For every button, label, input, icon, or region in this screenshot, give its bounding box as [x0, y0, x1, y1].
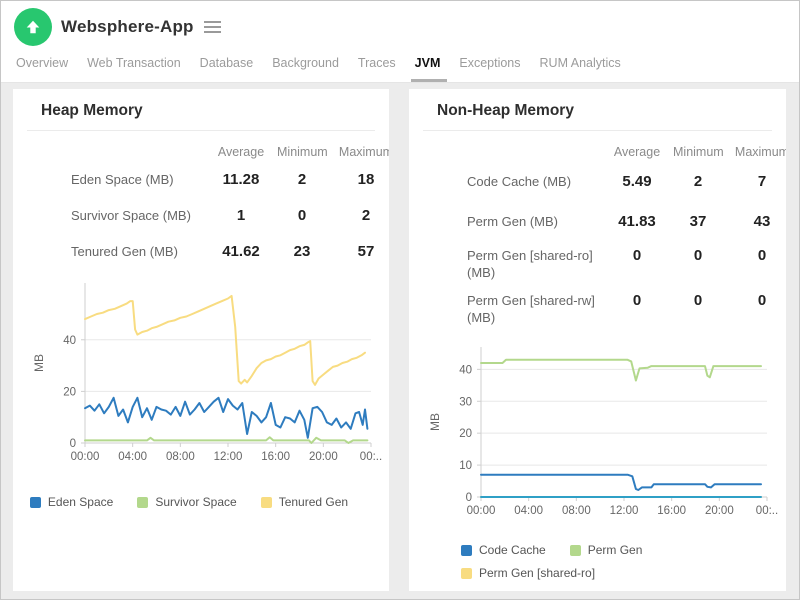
tab-rum-analytics[interactable]: RUM Analytics [539, 56, 621, 70]
nonheap-memory-chart: 0 10 20 30 40 00:00 04:00 08:00 12:00 16:00 20:00 0… [423, 335, 786, 527]
legend-label: Perm Gen [shared-ro] [479, 566, 596, 580]
col-minimum: Minimum [673, 145, 724, 159]
divider [27, 130, 375, 131]
legend-label: Tenured Gen [278, 495, 349, 509]
legend-swatch [137, 496, 149, 508]
legend-item[interactable]: Code Cache [461, 543, 546, 557]
nonheap-memory-table: Average Minimum Maximum Code Cache (MB) … [467, 141, 786, 331]
svg-text:MB: MB [428, 413, 442, 431]
legend-label: Perm Gen [shared-rw] [479, 589, 597, 591]
tab-background[interactable]: Background [272, 56, 339, 70]
table-row: Perm Gen (MB) 41.83 37 43 [467, 213, 771, 230]
panel-title: Heap Memory [41, 102, 143, 119]
svg-text:20: 20 [63, 386, 76, 398]
svg-text:MB: MB [32, 354, 46, 372]
panel-title: Non-Heap Memory [437, 102, 574, 119]
divider [423, 130, 772, 131]
col-maximum: Maximum [338, 145, 389, 159]
svg-text:00:00: 00:00 [71, 451, 100, 463]
svg-text:04:00: 04:00 [118, 451, 147, 463]
svg-text:00:..: 00:.. [756, 505, 778, 517]
tab-bar: Overview Web Transaction Database Backgr… [1, 45, 799, 83]
legend-item[interactable]: Survivor Space [137, 495, 237, 509]
legend-swatch [461, 567, 472, 579]
svg-text:20:00: 20:00 [309, 451, 338, 463]
legend-label: Perm Gen [587, 543, 643, 557]
tab-jvm[interactable]: JVM [410, 45, 448, 82]
svg-text:40: 40 [63, 335, 76, 347]
tab-database[interactable]: Database [199, 56, 254, 70]
legend-swatch [260, 496, 272, 508]
legend-label: Eden Space [47, 495, 114, 509]
page-header: Websphere-App Overview Web Transaction D… [1, 1, 799, 83]
table-row: Eden Space (MB) 11.28 2 18 [71, 171, 375, 188]
tab-exceptions[interactable]: Exceptions [459, 56, 521, 70]
table-row: Tenured Gen (MB) 41.62 23 57 [71, 243, 375, 260]
table-row: Perm Gen [shared-ro] (MB) 0 0 0 [467, 247, 767, 280]
nonheap-memory-panel: Non-Heap Memory Average Minimum Maximum … [409, 89, 786, 591]
svg-text:04:00: 04:00 [514, 505, 543, 517]
legend-swatch [461, 590, 472, 591]
svg-text:10: 10 [459, 460, 472, 472]
nonheap-chart-legend: Code Cache Perm Gen Perm Gen [shared-ro] Pe… [461, 543, 762, 591]
app-title: Websphere-App [61, 16, 194, 36]
svg-text:16:00: 16:00 [657, 505, 686, 517]
svg-text:20:00: 20:00 [705, 505, 734, 517]
heap-memory-table: Average Minimum Maximum Eden Space (MB) … [71, 141, 389, 269]
legend-label: Survivor Space [155, 495, 237, 509]
svg-text:0: 0 [466, 492, 472, 504]
tab-overview[interactable]: Overview [16, 56, 69, 70]
col-average: Average [217, 145, 265, 159]
col-minimum: Minimum [277, 145, 328, 159]
legend-item[interactable]: Perm Gen [569, 543, 643, 557]
svg-text:30: 30 [459, 396, 472, 408]
svg-text:08:00: 08:00 [166, 451, 195, 463]
svg-text:12:00: 12:00 [214, 451, 243, 463]
legend-item[interactable]: Tenured Gen [260, 495, 349, 509]
legend-item[interactable]: Perm Gen [shared-ro] [461, 566, 595, 580]
legend-swatch [461, 544, 472, 556]
svg-text:00:00: 00:00 [467, 505, 496, 517]
svg-text:08:00: 08:00 [562, 505, 591, 517]
table-header-row: Average Minimum Maximum [467, 141, 786, 161]
tab-web-transaction[interactable]: Web Transaction [87, 56, 181, 70]
table-row: Code Cache (MB) 5.49 2 7 [467, 173, 767, 190]
svg-text:40: 40 [459, 364, 472, 376]
table-row: Perm Gen [shared-rw] (MB) 0 0 0 [467, 292, 767, 325]
table-header-row: Average Minimum Maximum [71, 141, 389, 161]
legend-label: Code Cache [479, 543, 546, 557]
svg-text:20: 20 [459, 428, 472, 440]
col-average: Average [613, 145, 661, 159]
heap-chart-legend: Eden Space Survivor Space Tenured Gen [13, 495, 389, 509]
legend-swatch [29, 496, 41, 508]
svg-text:0: 0 [70, 438, 76, 450]
svg-text:00:..: 00:.. [360, 451, 382, 463]
legend-item[interactable]: Perm Gen [shared-rw] [461, 589, 597, 591]
app-status-icon [14, 7, 52, 46]
col-maximum: Maximum [734, 145, 786, 159]
tab-traces[interactable]: Traces [357, 56, 396, 70]
heap-memory-chart: 0 20 40 00:00 04:00 08:00 12:00 16:00 20:00 00:..… [27, 273, 389, 469]
svg-text:12:00: 12:00 [610, 505, 639, 517]
table-row: Survivor Space (MB) 1 0 2 [71, 207, 371, 224]
legend-item[interactable]: Eden Space [29, 495, 114, 509]
hamburger-menu-icon[interactable] [203, 18, 221, 36]
svg-text:16:00: 16:00 [261, 451, 290, 463]
heap-memory-panel: Heap Memory Average Minimum Maximum Eden… [13, 89, 389, 591]
legend-swatch [569, 544, 581, 556]
